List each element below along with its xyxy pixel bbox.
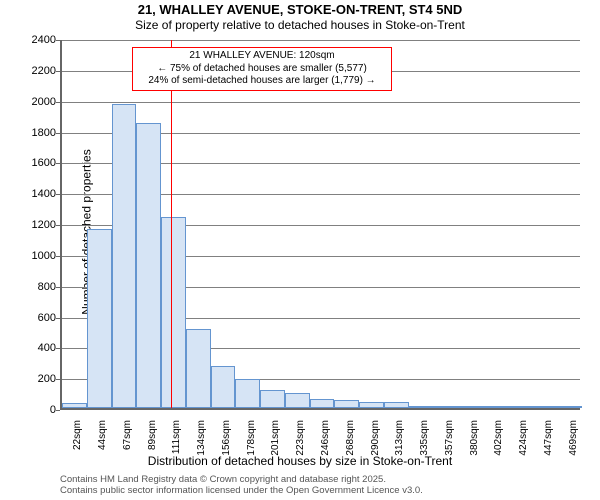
y-tick-label: 1800 — [16, 127, 56, 139]
y-tick-label: 2400 — [16, 34, 56, 46]
bar — [285, 393, 310, 408]
bar — [310, 399, 335, 408]
grid-line — [62, 40, 580, 41]
x-axis-label: Distribution of detached houses by size … — [0, 454, 600, 468]
plot-area: 21 WHALLEY AVENUE: 120sqm ← 75% of detac… — [60, 40, 580, 410]
bar — [112, 104, 137, 408]
bar — [260, 390, 285, 409]
chart-title: 21, WHALLEY AVENUE, STOKE-ON-TRENT, ST4 … — [0, 2, 600, 17]
attribution-line2: Contains public sector information licen… — [60, 485, 423, 496]
bar — [87, 229, 112, 408]
reference-line-mark — [171, 40, 172, 408]
y-tick-label: 2200 — [16, 65, 56, 77]
bar — [458, 406, 483, 408]
bar — [359, 402, 384, 408]
attribution-line1: Contains HM Land Registry data © Crown c… — [60, 474, 423, 485]
grid-line — [62, 102, 580, 103]
y-tick-label: 800 — [16, 281, 56, 293]
bar — [433, 406, 458, 408]
bar — [532, 406, 557, 408]
attribution-text: Contains HM Land Registry data © Crown c… — [60, 474, 423, 497]
bar — [508, 406, 533, 408]
chart-subtitle: Size of property relative to detached ho… — [0, 18, 600, 32]
chart-title-block: 21, WHALLEY AVENUE, STOKE-ON-TRENT, ST4 … — [0, 2, 600, 32]
annotation-line3: 24% of semi-detached houses are larger (… — [139, 75, 385, 88]
bar — [136, 123, 161, 408]
y-tick-label: 1400 — [16, 188, 56, 200]
bar — [409, 406, 434, 408]
y-tick-label: 1000 — [16, 250, 56, 262]
y-tick-label: 600 — [16, 312, 56, 324]
bar — [483, 406, 508, 408]
chart-container: 21, WHALLEY AVENUE, STOKE-ON-TRENT, ST4 … — [0, 0, 600, 500]
bar — [384, 402, 409, 408]
y-tick-mark — [56, 410, 60, 411]
annotation-line2: ← 75% of detached houses are smaller (5,… — [139, 63, 385, 76]
bar — [334, 400, 359, 408]
y-tick-label: 1200 — [16, 219, 56, 231]
y-tick-label: 200 — [16, 373, 56, 385]
y-tick-label: 0 — [16, 404, 56, 416]
annotation-box: 21 WHALLEY AVENUE: 120sqm ← 75% of detac… — [132, 47, 392, 91]
bar — [161, 217, 186, 408]
y-tick-label: 2000 — [16, 96, 56, 108]
annotation-line1: 21 WHALLEY AVENUE: 120sqm — [139, 50, 385, 63]
bar — [211, 366, 236, 408]
y-tick-label: 400 — [16, 342, 56, 354]
y-tick-label: 1600 — [16, 157, 56, 169]
bar — [235, 379, 260, 408]
bar — [62, 403, 87, 408]
bar — [186, 329, 211, 408]
bar — [557, 406, 582, 408]
